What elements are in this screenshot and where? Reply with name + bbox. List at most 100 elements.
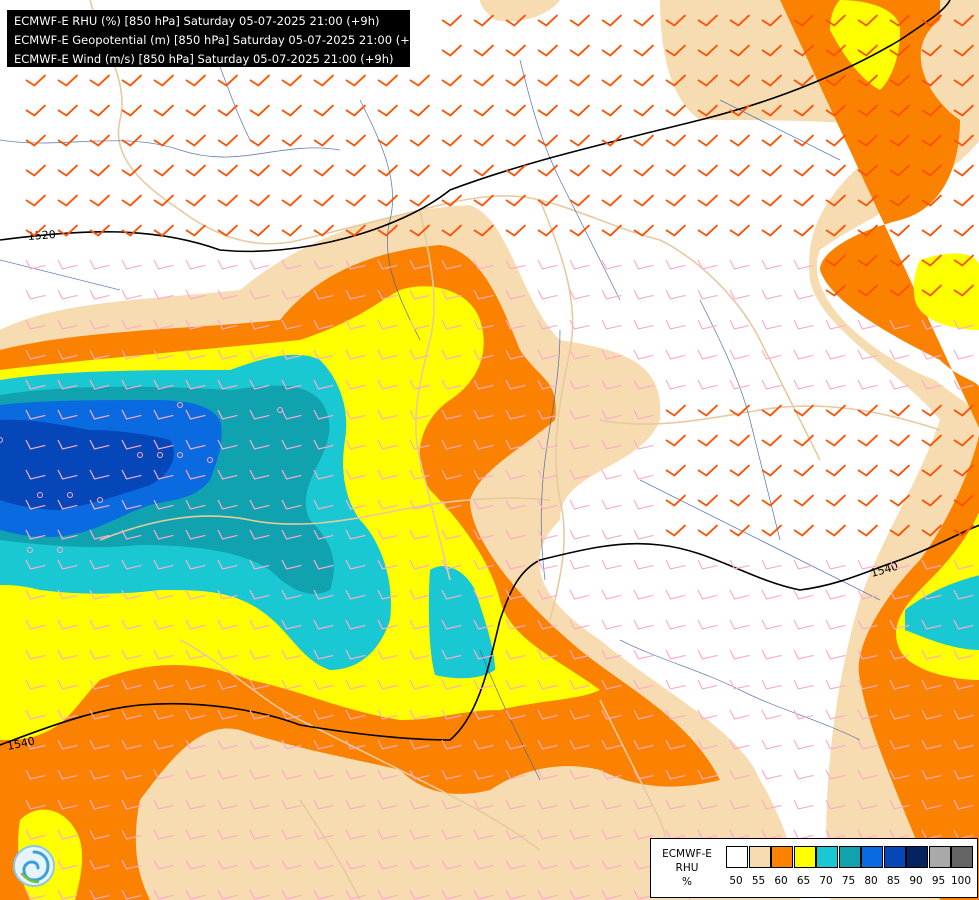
wind-barb [121,889,142,900]
wind-barb [377,589,398,600]
wind-barb [121,529,142,540]
wind-barb [185,499,206,510]
wind-barb [569,44,591,57]
wind-barb [25,649,46,660]
wind-barb [89,349,110,360]
wind-barb [921,14,943,27]
wind-barb [921,799,942,810]
wind-barb [793,739,814,750]
wind-barb [569,559,590,570]
wind-barb [441,469,462,480]
wind-barb [665,559,686,570]
wind-barb [537,499,558,510]
wind-calm-marker [207,457,213,463]
wind-barb [121,619,142,630]
wind-barb [921,224,943,237]
wind-barb [441,799,462,810]
wind-barb [729,464,751,477]
wind-barb [249,829,270,840]
wind-barb [857,799,878,810]
wind-barb [409,259,430,270]
legend-swatch [883,846,906,868]
wind-calm-marker [37,492,43,498]
wind-barb [313,289,334,300]
wind-barb [121,589,142,600]
wind-barb [409,74,431,87]
wind-barb [153,134,175,147]
wind-barb [537,829,558,840]
wind-barb [313,259,334,270]
wind-barb [889,464,911,477]
legend-unit: % [682,876,692,888]
wind-barb [729,434,751,447]
wind-barb [185,349,206,360]
legend-swatch [748,846,771,868]
wind-barb [281,74,303,87]
wind-barb [761,769,782,780]
wind-barb [249,74,271,87]
wind-barb [505,14,527,27]
wind-barb [409,319,430,330]
wind-barb [793,349,814,360]
wind-barb [153,469,174,480]
wind-barb [57,289,78,300]
wind-barb [921,709,942,720]
wind-barb [889,224,911,237]
wind-barb [889,679,910,690]
wind-barb [569,499,590,510]
legend-swatch [951,846,973,868]
wind-barb [153,224,175,237]
wind-barb [601,319,622,330]
wind-barb [665,679,686,690]
wind-barb [185,649,206,660]
wind-barb [473,529,494,540]
wind-barb [249,769,270,780]
wind-barb [665,649,686,660]
wind-barb [729,14,751,27]
wind-barb [313,589,334,600]
wind-barb [25,829,46,840]
wind-barb [25,259,46,270]
wind-barb [953,619,974,630]
wind-barb [953,44,975,57]
wind-barb [793,494,815,507]
wind-barb [57,559,78,570]
wind-barb [537,889,558,900]
wind-barb [697,349,718,360]
wind-barb [377,829,398,840]
wind-barb [537,194,559,207]
wind-barb [441,379,462,390]
wind-barb [153,439,174,450]
wind-barb [953,464,975,477]
wind-barb [537,104,559,117]
wind-barb [57,164,79,177]
wind-barb [185,379,206,390]
legend-swatch [838,846,861,868]
wind-barb [313,559,334,570]
wind-barb [633,409,654,420]
wind-barb [633,889,654,900]
wind-barb [25,589,46,600]
wind-barb [601,469,622,480]
wind-barb [825,134,847,147]
wind-barb [377,194,399,207]
wind-barb [569,224,591,237]
wind-barb [697,164,719,177]
wind-barb [505,74,527,87]
wind-barb [153,104,175,117]
wind-barb [889,799,910,810]
wind-barb [217,194,239,207]
wind-barb [761,679,782,690]
wind-barb [761,589,782,600]
wind-barb [185,709,206,720]
wind-barb [185,289,206,300]
wind-barb [569,679,590,690]
wind-barb [569,409,590,420]
wind-barb [761,349,782,360]
wind-barb [537,469,558,480]
wind-barb [857,769,878,780]
wind-barb [793,74,815,87]
wind-barb [569,469,590,480]
wind-barb [729,164,751,177]
wind-barb [473,259,494,270]
